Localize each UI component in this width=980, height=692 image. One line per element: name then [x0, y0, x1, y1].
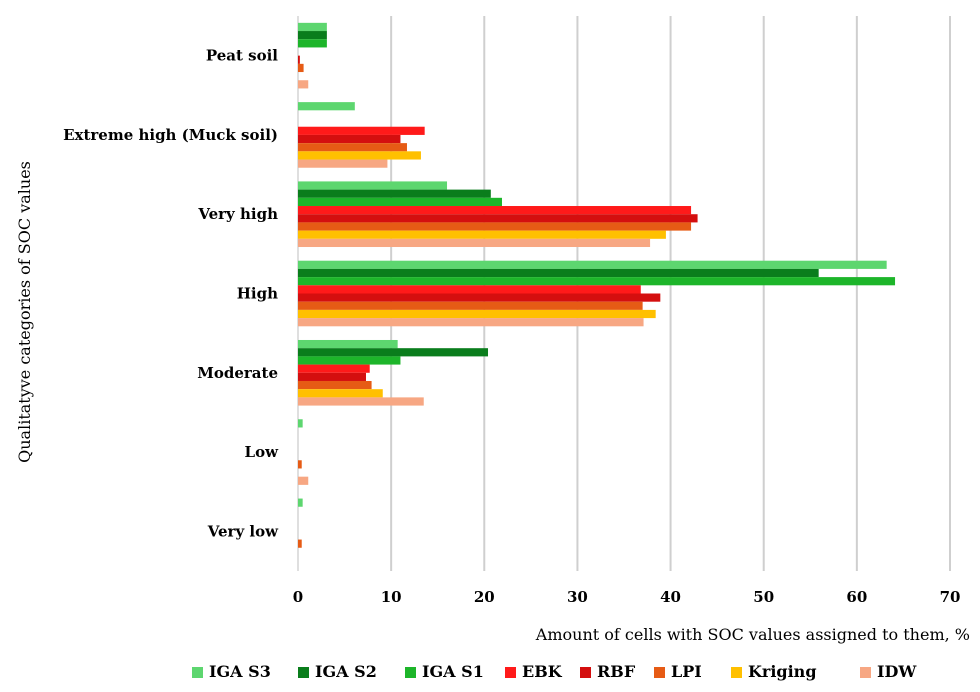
bar-kriging	[298, 309, 656, 319]
legend-label: RBF	[597, 662, 636, 681]
bar-idw	[298, 238, 651, 248]
bar-iga-s1	[298, 39, 327, 48]
bar-ebk	[298, 206, 692, 215]
x-tick-label: 60	[846, 588, 867, 606]
category-label: Peat soil	[206, 47, 278, 65]
bar-ebk	[298, 364, 370, 373]
bar-iga-s2	[298, 268, 819, 278]
category-label: Very high	[197, 205, 278, 223]
legend-swatch	[580, 667, 591, 678]
bars	[298, 22, 896, 548]
legend-label: Kriging	[748, 662, 817, 681]
bar-iga-s2	[298, 348, 489, 357]
bar-kriging	[298, 151, 421, 160]
x-tick-labels: 0 10 20 30 40 50 60 70	[293, 588, 961, 606]
bar-iga-s1	[298, 277, 896, 286]
bar-idw	[298, 397, 424, 406]
bar-idw	[298, 159, 388, 168]
category-label: Moderate	[197, 364, 278, 382]
legend-swatch	[654, 667, 665, 678]
bar-iga-s1	[298, 197, 502, 207]
bar-iga-s3	[298, 260, 887, 269]
bar-lpi	[298, 460, 302, 469]
y-axis-title: Qualitatyve categories of SOC values	[15, 161, 34, 463]
bar-idw	[298, 318, 644, 327]
bar-iga-s3	[298, 339, 398, 349]
legend-swatch	[860, 667, 871, 678]
bar-iga-s2	[298, 189, 491, 198]
bar-kriging	[298, 389, 383, 398]
category-label: Extreme high (Muck soil)	[63, 126, 278, 144]
bar-iga-s3	[298, 22, 327, 32]
x-tick-label: 20	[474, 588, 495, 606]
x-tick-label: 30	[567, 588, 588, 606]
category-label: Very low	[207, 522, 279, 540]
legend-swatch	[405, 667, 416, 678]
legend-label: IGA S2	[315, 662, 377, 681]
bar-rbf	[298, 372, 366, 381]
bar-iga-s1	[298, 356, 401, 365]
bar-lpi	[298, 301, 643, 310]
bar-kriging	[298, 230, 666, 239]
legend-swatch	[505, 667, 516, 678]
bar-rbf	[298, 134, 401, 144]
bar-lpi	[298, 63, 304, 73]
legend-label: IGA S1	[422, 662, 484, 681]
x-tick-label: 40	[660, 588, 681, 606]
bar-iga-s3	[298, 181, 448, 190]
bar-iga-s3	[298, 498, 303, 507]
legend-label: LPI	[671, 662, 702, 681]
bar-ebk	[298, 126, 425, 135]
legend: IGA S3 IGA S2 IGA S1 EBK RBF LPI Kriging IDW	[192, 662, 917, 681]
legend-swatch	[192, 667, 203, 678]
x-tick-label: 10	[381, 588, 402, 606]
legend-label: EBK	[522, 662, 563, 681]
category-label: High	[237, 285, 278, 303]
bar-rbf	[298, 214, 698, 223]
bar-lpi	[298, 539, 302, 548]
bar-lpi	[298, 222, 692, 231]
x-tick-label: 50	[753, 588, 774, 606]
legend-label: IGA S3	[209, 662, 271, 681]
bar-lpi	[298, 380, 372, 390]
legend-label: IDW	[877, 662, 917, 681]
bar-lpi	[298, 143, 407, 152]
category-label: Low	[245, 443, 280, 461]
x-tick-label: 70	[940, 588, 961, 606]
category-labels: Peat soil Extreme high (Muck soil) Very hi…	[63, 47, 279, 541]
bar-rbf	[298, 293, 661, 302]
x-tick-label: 0	[293, 588, 303, 606]
bar-iga-s3	[298, 102, 355, 111]
bar-iga-s2	[298, 31, 327, 40]
x-axis-title: Amount of cells with SOC values assigned…	[535, 625, 970, 644]
bar-ebk	[298, 285, 641, 294]
bar-idw	[298, 80, 309, 89]
legend-swatch	[731, 667, 742, 678]
legend-swatch	[298, 667, 309, 678]
bar-rbf	[298, 55, 300, 64]
bar-iga-s3	[298, 419, 303, 428]
bar-idw	[298, 476, 309, 485]
